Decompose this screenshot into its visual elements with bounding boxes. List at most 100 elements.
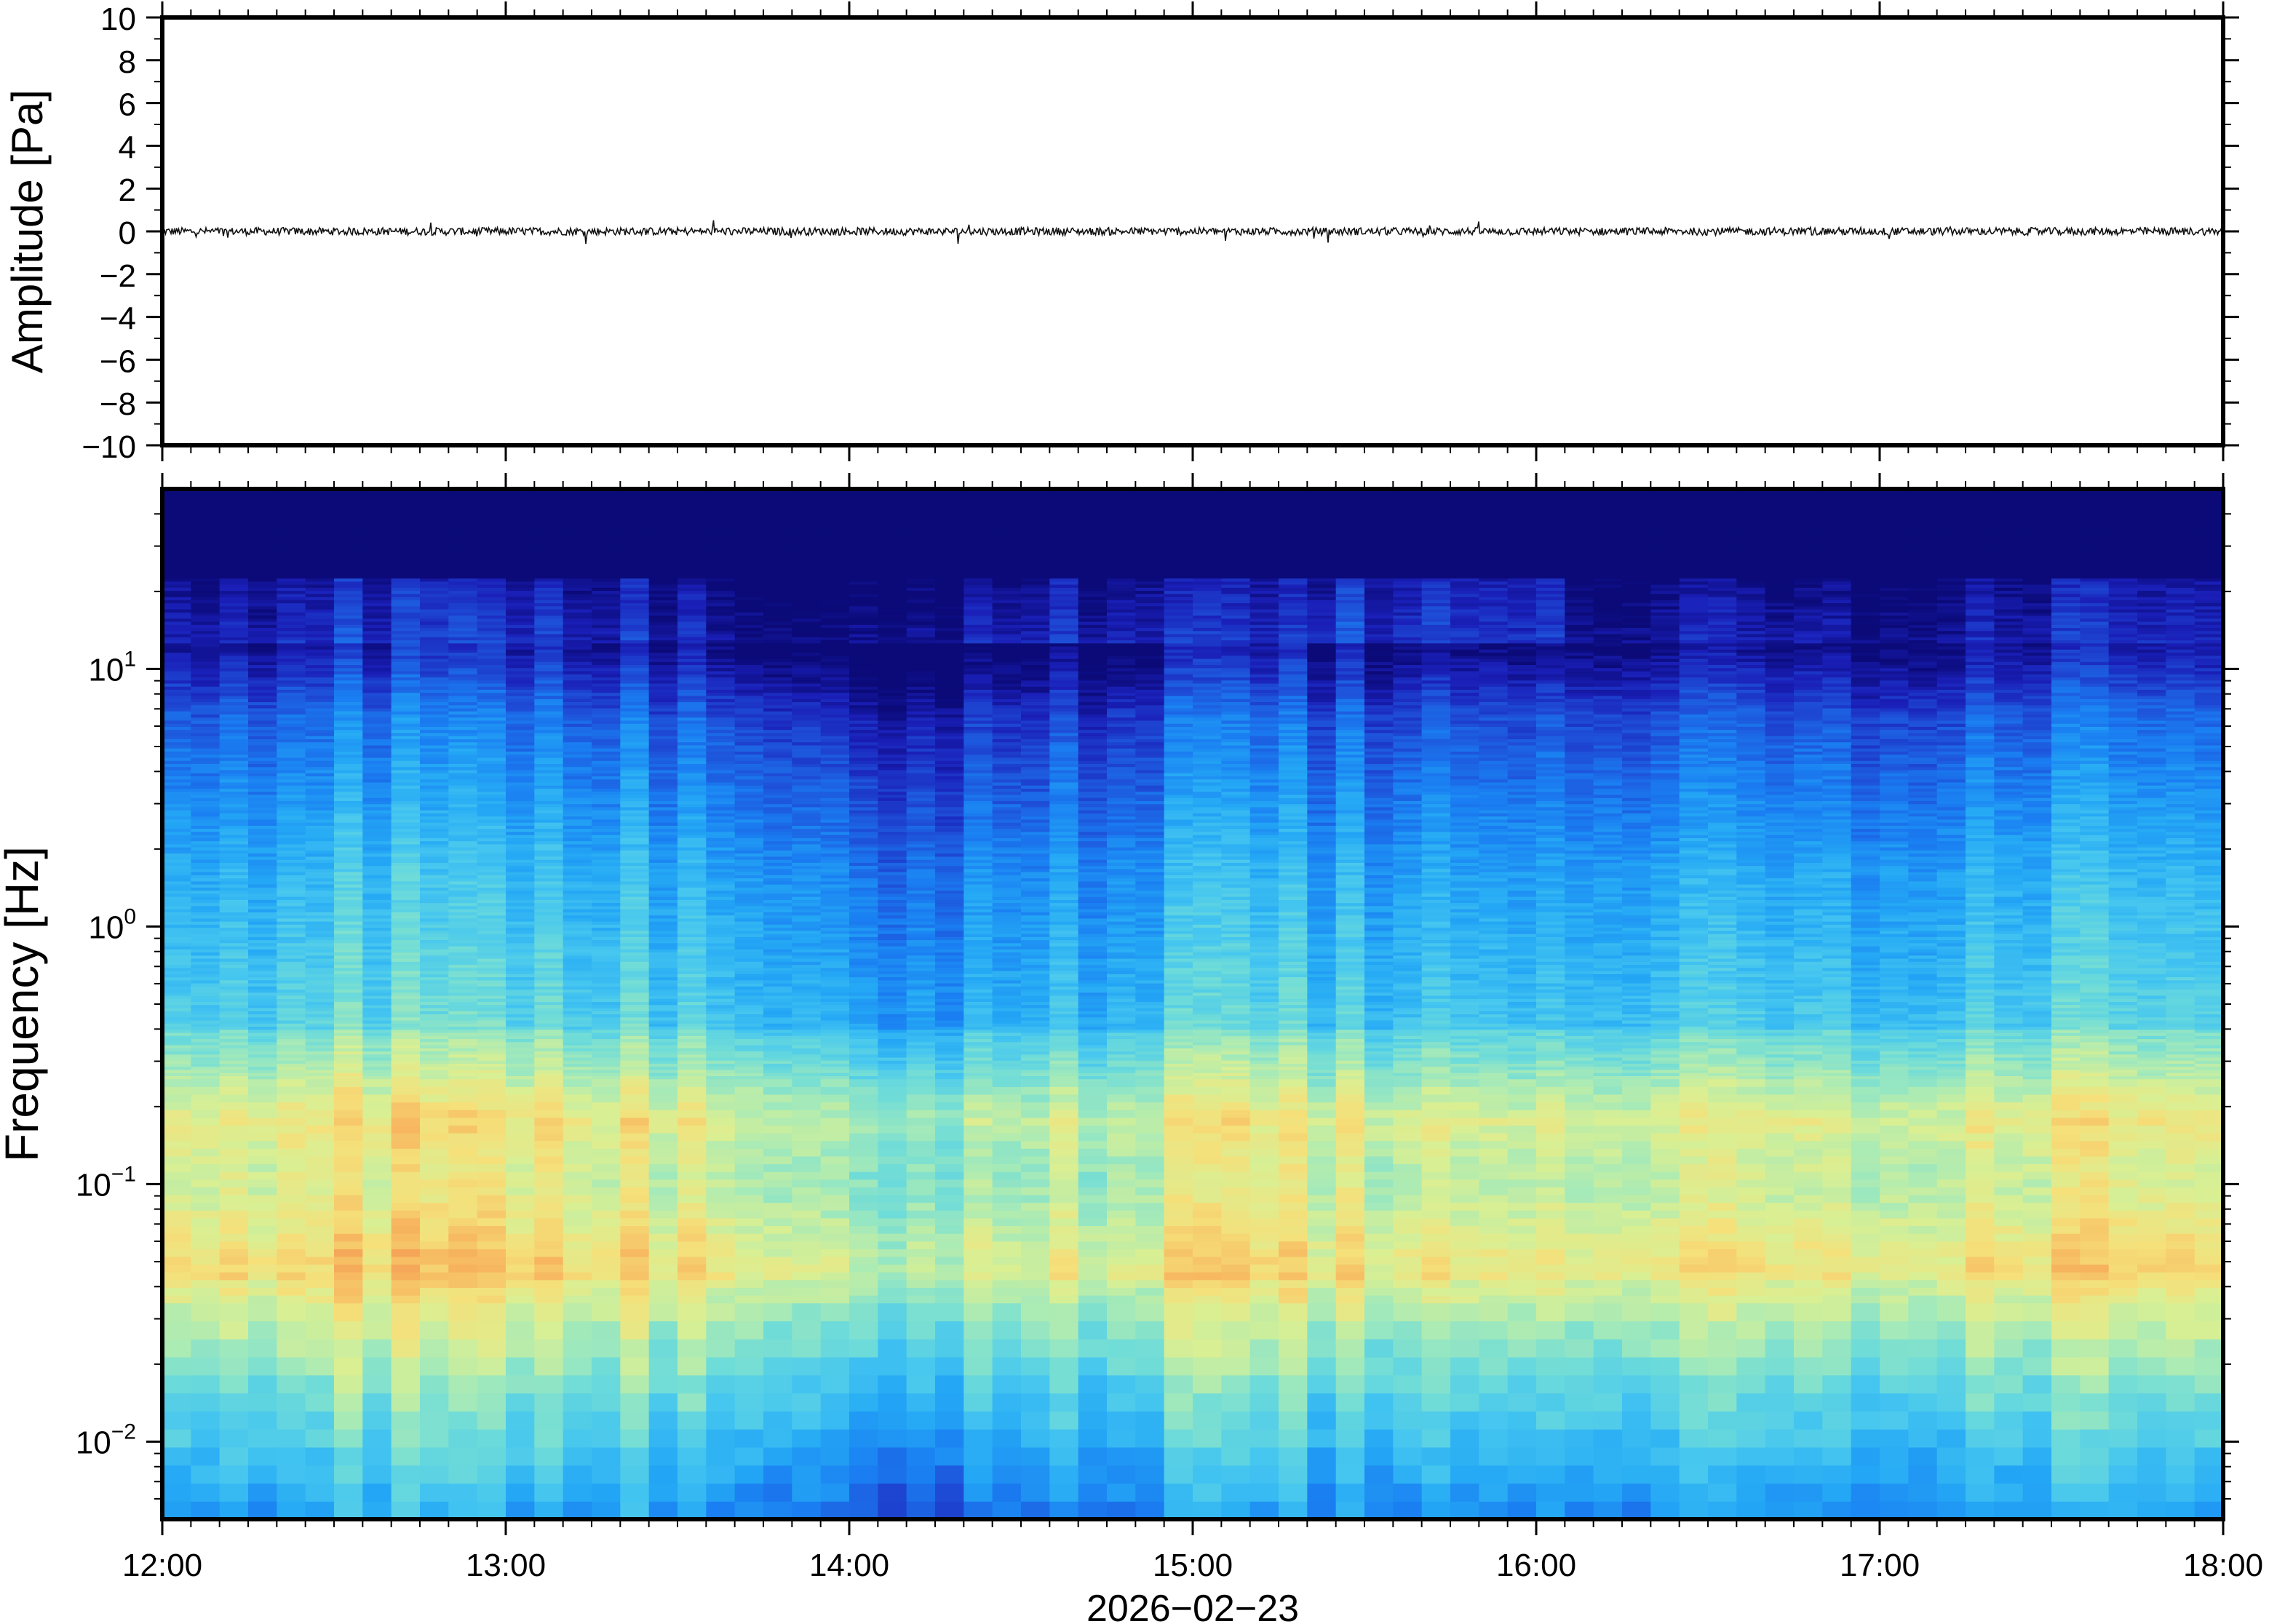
spectrogram-cell (334, 1086, 363, 1095)
spectrogram-cell (420, 741, 449, 746)
spectrogram-cell (648, 1264, 678, 1273)
spectrogram-cell (248, 989, 277, 993)
spectrogram-cell (677, 1279, 707, 1288)
spectrogram-cell (620, 637, 650, 641)
spectrogram-cell (391, 605, 421, 610)
spectrogram-cell (305, 1483, 335, 1502)
spectrogram-cell (592, 682, 621, 687)
spectrogram-cell (648, 510, 678, 514)
spectrogram-cell (592, 565, 621, 570)
spectrogram-cell (506, 1029, 535, 1033)
spectrogram-cell (162, 1035, 191, 1040)
spectrogram-cell (248, 1133, 277, 1142)
spectrogram-cell (305, 538, 335, 542)
spectrogram-cell (248, 575, 277, 579)
spectrogram-cell (420, 704, 449, 709)
spectrogram-cell (334, 645, 363, 650)
spectrogram-cell (592, 806, 621, 811)
spectrogram-cell (191, 896, 220, 900)
spectrogram-cell (706, 899, 736, 904)
spectrogram-cell (648, 565, 678, 570)
spectrogram-cell (305, 640, 335, 644)
spectrogram-cell (677, 1094, 707, 1103)
spectrogram-cell (305, 1029, 335, 1033)
spectrogram-cell (362, 887, 392, 891)
spectrogram-cell (763, 955, 792, 959)
spectrogram-cell (219, 1001, 249, 1006)
spectrogram-cell (391, 701, 421, 706)
spectrogram-cell (362, 600, 392, 604)
spectrogram-cell (506, 930, 535, 934)
spectrogram-cell (563, 741, 592, 746)
spectrogram-cell (534, 637, 564, 641)
spectrogram-cell (534, 744, 564, 749)
spectrogram-cell (648, 816, 678, 820)
spectrogram-cell (592, 872, 621, 875)
spectrogram-cell (734, 498, 764, 501)
spectrogram-cell (620, 720, 650, 724)
spectrogram-cell (620, 1125, 650, 1134)
spectrogram-cell (277, 896, 306, 900)
spectrogram-cell (534, 825, 564, 829)
spectrogram-cell (563, 686, 592, 690)
spectrogram-cell (362, 779, 392, 783)
spectrogram-cell (534, 562, 564, 567)
spectrogram-cell (506, 645, 535, 650)
spectrogram-cell (648, 840, 678, 845)
spectrogram-cell (420, 720, 449, 724)
spectrogram-cell (277, 955, 306, 959)
spectrogram-cell (420, 714, 449, 718)
spectrogram-cell (248, 803, 277, 808)
spectrogram-cell (677, 1179, 707, 1187)
spectrogram-cell (305, 974, 335, 978)
spectrogram-cell (763, 982, 792, 987)
spectrogram-cell (563, 840, 592, 845)
spectrogram-cell (534, 927, 564, 931)
spectrogram-cell (305, 905, 335, 909)
spectrogram-cell (563, 744, 592, 749)
spectrogram-cell (305, 726, 335, 731)
spectrogram-cell (677, 667, 707, 672)
spectrogram-cell (677, 544, 707, 548)
spectrogram-cell (677, 1110, 707, 1118)
spectrogram-cell (648, 865, 678, 869)
spectrogram-cell (648, 958, 678, 962)
spectrogram-cell (420, 862, 449, 867)
spectrogram-cell (477, 568, 506, 573)
spectrogram-cell (162, 868, 191, 872)
spectrogram-cell (420, 667, 449, 672)
spectrogram-cell (305, 695, 335, 699)
spectrogram-cell (592, 791, 621, 795)
spectrogram-cell (677, 865, 707, 869)
spectrogram-cell (362, 751, 392, 755)
spectrogram-cell (763, 1465, 792, 1484)
spectrogram-cell (506, 884, 535, 888)
spectrogram-cell (248, 494, 277, 498)
spectrogram-cell (362, 642, 392, 647)
spectrogram-cell (477, 1086, 506, 1095)
spectrogram-cell (305, 1356, 335, 1376)
spectrogram-cell (219, 652, 249, 656)
spectrogram-cell (248, 1014, 277, 1018)
spectrogram-cell (763, 995, 792, 999)
spectrogram-cell (734, 581, 764, 585)
spectrogram-cell (362, 828, 392, 832)
spectrogram-cell (734, 1321, 764, 1340)
spectrogram-cell (448, 1194, 478, 1203)
spectrogram-cell (420, 1060, 449, 1064)
spectrogram-cell (763, 949, 792, 953)
spectrogram-cell (506, 717, 535, 721)
spectrogram-cell (162, 936, 191, 941)
spectrogram-cell (648, 810, 678, 813)
spectrogram-cell (448, 531, 478, 536)
spectrogram-cell (648, 877, 678, 882)
spectrogram-cell (477, 859, 506, 863)
spectrogram-cell (420, 652, 449, 656)
spectrogram-cell (706, 541, 736, 545)
spectrogram-cell (277, 1038, 306, 1043)
spectrogram-cell (191, 1110, 220, 1118)
spectrogram-cell (219, 875, 249, 879)
spectrogram-cell (191, 918, 220, 922)
spectrogram-cell (219, 655, 249, 659)
spectrogram-cell (563, 946, 592, 950)
